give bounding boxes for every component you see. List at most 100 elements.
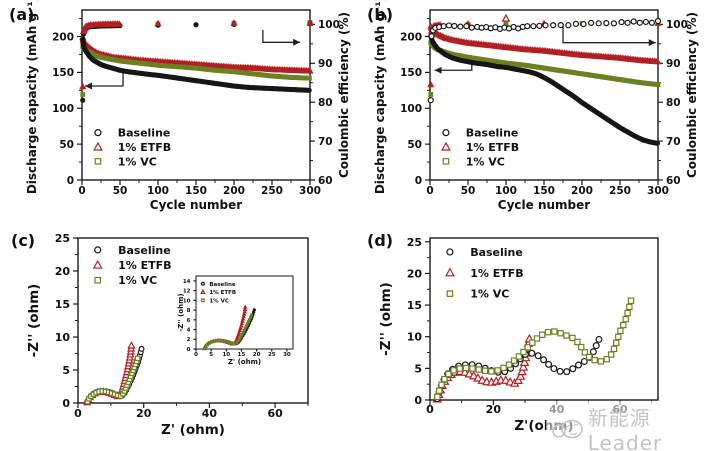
y-tick-label: 50 (59, 139, 74, 151)
series-baseline-capacity (428, 33, 661, 146)
y-tick-label: 0 (62, 397, 70, 410)
legend-item-1etfb: 1% ETFB (441, 141, 519, 154)
x-tick-label: 20 (253, 352, 261, 358)
legend-label: 1% ETFB (118, 259, 171, 272)
legend-label: 1% VC (209, 298, 229, 304)
x-tick-label: 40 (202, 407, 218, 420)
y2-tick-label: 80 (318, 97, 333, 109)
y-tick-label: 50 (407, 139, 422, 151)
legend-label: Baseline (118, 127, 171, 140)
legend-item-baseline: Baseline (94, 244, 171, 257)
x-tick-label: 0 (426, 403, 434, 416)
series-etfb-capacity (427, 22, 662, 65)
y2-tick-label: 80 (666, 97, 681, 109)
x-tick-label: 200 (571, 185, 593, 197)
y-axis-a: 0 50 100 150 200 (52, 18, 82, 187)
y2-tick-label: 100 (318, 19, 340, 31)
y-tick-label: 8 (187, 308, 191, 314)
y-tick-label: 15 (55, 298, 70, 311)
x-tick-label: 300 (647, 185, 669, 197)
x-tick-label: 150 (185, 185, 207, 197)
y-tick-label: 200 (400, 31, 422, 43)
y-tick-label: 150 (400, 67, 422, 79)
y-tick-label: 10 (183, 298, 191, 304)
y2-tick-label: 70 (318, 136, 333, 148)
x-tick-label: 250 (261, 185, 283, 197)
legend-item-1etfb: 1% ETFB (93, 141, 171, 154)
legend-item-1vc: 1% VC (201, 298, 229, 304)
watermark-logo-icon (552, 419, 583, 438)
legend-item-1etfb: 1% ETFB (445, 267, 524, 280)
panel-label-a: (a) (9, 5, 35, 24)
series-baseline-capacity (80, 36, 312, 93)
legend-label: 1% ETFB (470, 267, 523, 280)
y-axis-b: 0 50 100 150 200 (400, 18, 430, 187)
legend-label: 1% VC (118, 155, 157, 168)
x-tick-label: 300 (299, 185, 321, 197)
x-tick-label: 0 (426, 185, 433, 197)
legend-item-1vc: 1% VC (94, 274, 157, 287)
legend-label: 1% VC (466, 155, 505, 168)
legend-label: Baseline (466, 127, 519, 140)
legend-label: 1% VC (470, 288, 509, 301)
x-axis-a: 0 50 100 150 200 250 300 (78, 180, 321, 197)
legend-label: Baseline (470, 246, 523, 259)
y-tick-label: 2 (187, 337, 191, 343)
xlabel-b: Cycle number (498, 198, 590, 212)
xlabel-c: Z' (ohm) (161, 422, 225, 438)
y-tick-label: 150 (52, 67, 74, 79)
y2-tick-label: 70 (666, 136, 681, 148)
y-tick-label: 0 (187, 347, 191, 353)
y2label-a: Coulombic efficiency (%) (337, 12, 351, 178)
legend-item-1vc: 1% VC (442, 155, 505, 168)
ylabel-c: -Z'' (ohm) (26, 284, 42, 358)
x-tick-label: 30 (283, 352, 291, 358)
y2-tick-label: 90 (666, 58, 681, 70)
x-tick-label: 20 (486, 403, 502, 416)
legend-label: 1% VC (118, 274, 157, 287)
series-vc-impedance (203, 313, 253, 350)
xlabel-a: Cycle number (150, 198, 242, 212)
y-tick-label: 200 (52, 31, 74, 43)
y-tick-label: 5 (62, 364, 70, 377)
y2-tick-label: 60 (666, 175, 681, 187)
series-vc-impedance (434, 297, 635, 401)
x-tick-label: 10 (222, 352, 230, 358)
y-axis-c: 0 5 10 15 20 25 (55, 232, 78, 410)
x-tick-label: 200 (223, 185, 245, 197)
x-axis-c-inset: 0 5 10 15 20 25 30 (194, 349, 291, 358)
panel-b: 0 50 100 150 200 250 300 0 50 100 150 200 60 70 80 90 10… (373, 0, 699, 212)
y-tick-label: 0 (414, 394, 422, 407)
legend-d: Baseline 1% ETFB 1% VC (445, 246, 524, 301)
legend-label: 1% ETFB (466, 141, 519, 154)
ylabel-c-inset: -Z'' (ohm) (177, 293, 185, 331)
panel-label-c: (c) (11, 231, 36, 250)
y-tick-label: 25 (407, 236, 422, 249)
y-tick-label: 100 (400, 103, 422, 115)
legend-item-1vc: 1% VC (94, 155, 157, 168)
x-tick-label: 60 (267, 407, 283, 420)
xlabel-c-inset: Z' (ohm) (228, 358, 261, 366)
series-etfb-efficiency (79, 19, 314, 90)
series-vc-impedance (84, 355, 141, 405)
legend-label: 1% ETFB (209, 290, 236, 296)
panel-label-b: (b) (367, 5, 394, 24)
watermark: 新能源Leader (546, 401, 720, 451)
y-tick-label: 15 (407, 299, 422, 312)
annotation-arrow-right (262, 29, 301, 46)
ylabel-d: -Z'' (ohm) (378, 282, 394, 356)
x-axis-c: 0 20 40 60 (74, 403, 309, 420)
y-tick-label: 100 (52, 103, 74, 115)
x-tick-label: 0 (74, 407, 82, 420)
x-tick-label: 0 (194, 352, 198, 358)
legend-item-1etfb: 1% ETFB (92, 259, 172, 272)
legend-item-baseline: Baseline (94, 127, 171, 140)
y-tick-label: 12 (183, 289, 191, 295)
ylabel-b: Discharge capacity (mAh g⁻¹) (373, 0, 387, 194)
y-tick-label: 10 (407, 331, 423, 344)
y-axis-d: 0 5 10 15 20 25 (407, 236, 430, 407)
y-tick-label: 14 (183, 279, 191, 285)
